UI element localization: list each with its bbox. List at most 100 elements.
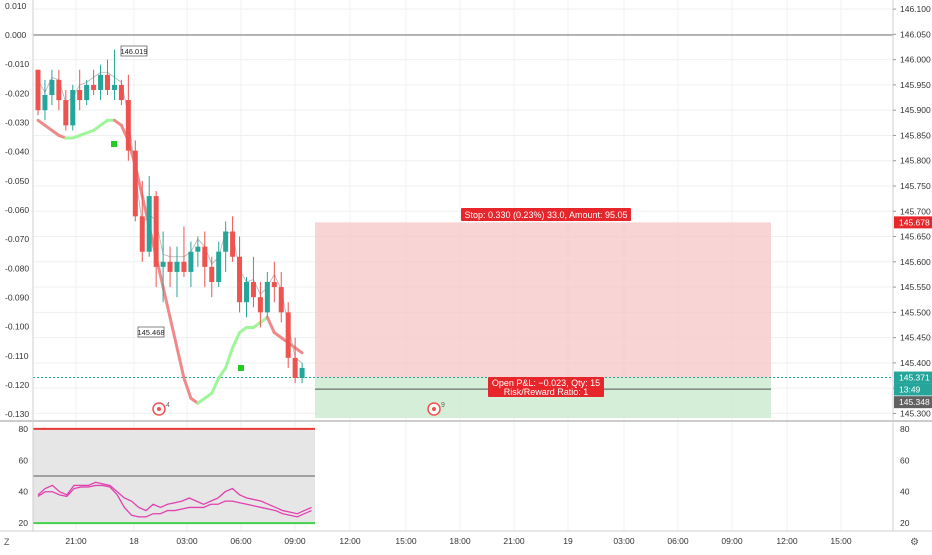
right-tick-label: 145.700 [900, 206, 931, 216]
event-count: 9 [441, 402, 445, 409]
x-tick-label: 03:00 [613, 536, 635, 546]
position-tool[interactable]: Stop: 0.330 (0.23%) 33.0, Amount: 95.05 O… [33, 208, 893, 418]
left-tick-label: -0.060 [5, 205, 29, 215]
left-tick-label: -0.110 [5, 351, 29, 361]
left-tick-label: -0.020 [5, 88, 29, 98]
stop-label-bg [461, 208, 631, 221]
left-tick-label: -0.050 [5, 176, 29, 186]
candle-body [188, 251, 194, 272]
rsi-right-tick-label: 60 [900, 455, 910, 465]
right-tick-label: 146.050 [900, 29, 931, 39]
candle-body [209, 266, 215, 283]
candle-body [181, 261, 187, 272]
rsi-left-tick-label: 60 [19, 455, 29, 465]
ma-segment [265, 315, 276, 335]
right-tick-label: 145.650 [900, 232, 931, 242]
stop-label: Stop: 0.330 (0.23%) 33.0, Amount: 95.05 [464, 210, 627, 220]
candle-body [146, 196, 152, 252]
candle-body [278, 287, 284, 313]
candle-body [230, 231, 236, 257]
right-tick-label: 145.300 [900, 408, 931, 418]
candle-body [167, 261, 173, 272]
left-tick-label: -0.070 [5, 234, 29, 244]
low-label: 145.468 [137, 328, 164, 337]
candle-body [56, 79, 62, 101]
candle-body [223, 231, 229, 252]
left-tick-label: -0.040 [5, 147, 29, 157]
rsi-right-tick-label: 40 [900, 487, 910, 497]
moving-average [36, 71, 304, 405]
price-flag: 13:49 [899, 385, 921, 395]
low-label-box [137, 326, 165, 338]
price-flag-bg [894, 371, 932, 384]
left-tick-label: -0.030 [5, 118, 29, 128]
signal-marker [238, 365, 244, 371]
right-tick-label: 145.800 [900, 156, 931, 166]
x-tick-label: 12:00 [339, 536, 361, 546]
right-tick-label: 145.400 [900, 358, 931, 368]
candle-body [257, 297, 263, 313]
rsi-right-tick-label: 20 [900, 518, 910, 528]
rsi-pane [0, 420, 932, 525]
rsi-series-line [37, 484, 312, 518]
left-tick-label: -0.010 [5, 59, 29, 69]
x-tick-label: 09:00 [284, 536, 306, 546]
ma-segment [224, 346, 235, 370]
right-tick-label: 145.600 [900, 257, 931, 267]
ma-segment [231, 331, 242, 350]
candle-body [35, 69, 41, 111]
x-tick-label: 19 [563, 536, 573, 546]
left-tick-label: -0.120 [5, 380, 29, 390]
candle-body [285, 312, 291, 358]
settings-icon[interactable]: ⚙ [910, 537, 919, 548]
stop-zone [315, 222, 771, 378]
candle-body [216, 251, 222, 283]
candle-body [153, 196, 159, 267]
right-tick-label: 146.000 [900, 55, 931, 65]
ma-segment [217, 366, 228, 380]
rsi-series-line [37, 481, 312, 515]
x-tick-label: 21:00 [503, 536, 525, 546]
candle-body [118, 84, 124, 101]
annotations: 146.019 145.468 4 9 [111, 45, 445, 416]
ma-segment [210, 376, 221, 395]
left-tick-label: -0.100 [5, 322, 29, 332]
price-flag-bg [894, 383, 932, 396]
price-flag: 145.371 [899, 373, 930, 383]
ma-segment [161, 285, 172, 319]
high-label: 146.019 [120, 47, 147, 56]
zoom-reset-button[interactable]: Z [4, 537, 10, 547]
candle-body [174, 261, 180, 272]
right-tick-label: 145.450 [900, 333, 931, 343]
candle-body [195, 246, 201, 252]
x-tick-label: 06:00 [667, 536, 689, 546]
signal-marker [111, 141, 117, 147]
candle-body [271, 282, 277, 288]
x-tick-label: 18 [129, 536, 139, 546]
candle-body [49, 79, 55, 96]
right-tick-label: 145.550 [900, 282, 931, 292]
left-tick-label: -0.130 [5, 409, 29, 419]
right-tick-label: 145.900 [900, 105, 931, 115]
price-flag-bg [894, 396, 932, 409]
right-tick-label: 145.500 [900, 307, 931, 317]
left-tick-label: 0.000 [5, 30, 27, 40]
x-tick-label: 12:00 [776, 536, 798, 546]
pnl-label: Open P&L: −0.023, Qty: 15 [492, 378, 600, 388]
candle-body [111, 84, 117, 90]
candle-body [91, 84, 97, 90]
rsi-right-tick-label: 80 [900, 424, 910, 434]
event-count: 4 [166, 402, 170, 409]
candle-body [70, 89, 76, 126]
candle-body [77, 89, 83, 101]
x-tick-label: 15:00 [395, 536, 417, 546]
right-tick-label: 145.850 [900, 130, 931, 140]
candle-body [250, 282, 256, 298]
candle-body [42, 95, 48, 111]
candle-body [237, 256, 243, 303]
candle-body [105, 74, 110, 90]
x-tick-label: 09:00 [721, 536, 743, 546]
